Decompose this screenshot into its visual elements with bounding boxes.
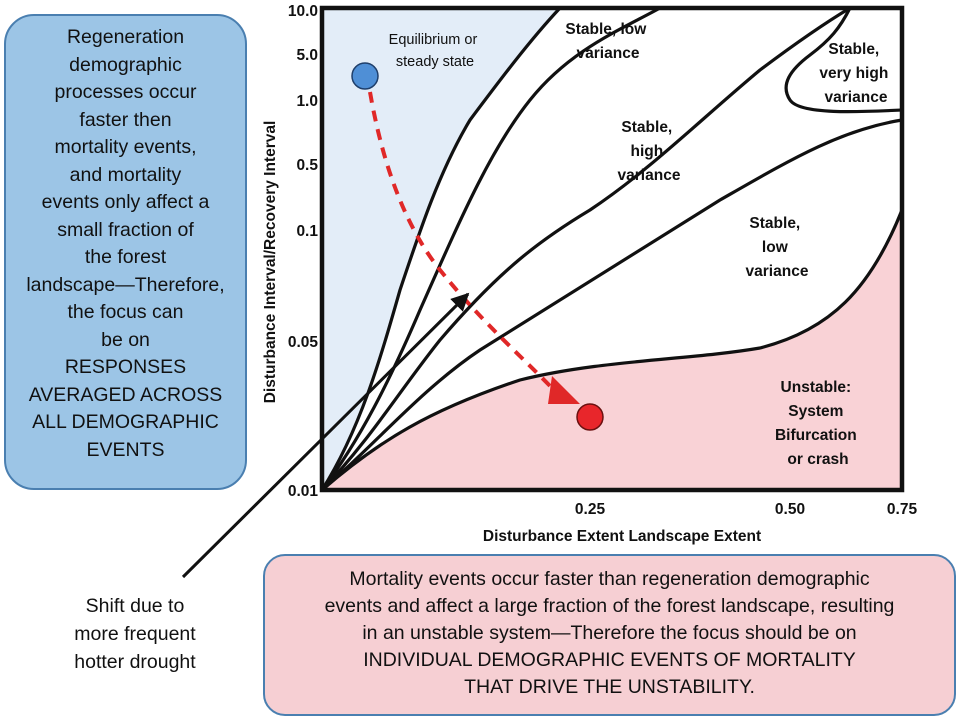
left-box-line: EVENTS [86, 438, 165, 461]
left-box-line: Regeneration [66, 26, 185, 48]
left-box-line: faster then [79, 108, 172, 131]
x-tick-labels: 0.25 0.50 0.75 [575, 501, 918, 518]
bottom-box-line: events and affect a large fraction of th… [324, 595, 895, 617]
label-equilibrium: Equilibrium or steady state [389, 32, 482, 70]
left-box-line: and mortality [69, 163, 182, 186]
left-box-line: events only affect a [41, 191, 210, 213]
left-box-line: processes occur [54, 81, 197, 103]
y-axis-title: Disturbance Interval/Recovery Interval [262, 121, 279, 404]
unstable-point [576, 403, 604, 431]
left-box-line: the focus can [67, 301, 184, 323]
region-labels: Equilibrium or steady state Stable, low … [389, 21, 892, 468]
boundary-stable-low-mid [320, 118, 904, 492]
shift-note-line: hotter drought [74, 651, 196, 673]
label-stable-very-high: Stable, very high variance [819, 41, 892, 106]
left-box-line: mortality events, [54, 136, 197, 158]
bottom-explanation-box: Mortality events occur faster than regen… [263, 554, 956, 716]
plot-frame [319, 5, 905, 493]
left-box-line: ALL DEMOGRAPHIC [32, 411, 219, 433]
label-stable-low-mid: Stable, low variance [746, 215, 809, 280]
label-stable-low-top: Stable, low variance [565, 21, 650, 62]
shift-note-line: Shift due to [85, 595, 185, 617]
left-explanation-box: Regeneration demographic processes occur fa… [4, 14, 247, 490]
y-tick-labels: 10.0 5.0 1.0 0.5 0.1 0.05 0.01 [288, 3, 319, 500]
y-tick-label: 1.0 [296, 93, 318, 110]
left-box-line: small fraction of [57, 218, 194, 241]
bottom-box-line: INDIVIDUAL DEMOGRAPHIC EVENTS OF MORTALI… [363, 649, 856, 671]
unstable-region [322, 210, 902, 490]
equilibrium-point [351, 62, 379, 90]
y-tick-label: 0.01 [288, 483, 319, 500]
boundary-curves [320, 6, 904, 492]
y-tick-label: 10.0 [288, 3, 318, 20]
trajectory-arrowhead [548, 376, 580, 404]
bottom-box-line: Mortality events occur faster than regen… [349, 568, 870, 590]
boundary-very-high-loop [784, 6, 904, 114]
bottom-box-line: THAT DRIVE THE UNSTABILITY. [464, 676, 755, 698]
left-box-line: demographic [69, 53, 182, 76]
y-tick-label: 0.1 [296, 223, 318, 240]
x-tick-label: 0.75 [887, 501, 918, 518]
left-box-line: RESPONSES [64, 356, 187, 378]
label-stable-high: Stable, high variance [618, 119, 681, 184]
boundary-stable-low-top [320, 6, 662, 492]
y-tick-label: 5.0 [296, 47, 318, 64]
x-axis-title: Disturbance Extent Landscape Extent [483, 528, 761, 545]
boundary-equilibrium [320, 6, 562, 492]
x-tick-label: 0.25 [575, 501, 606, 518]
left-box-line: the forest [84, 246, 167, 268]
trajectory-arrow [368, 91, 554, 390]
shift-note: Shift due to more frequent hotter drought [40, 592, 230, 676]
y-tick-label: 0.5 [296, 157, 318, 174]
y-tick-label: 0.05 [288, 334, 319, 351]
left-box-line: AVERAGED ACROSS [28, 383, 223, 406]
left-box-line: landscape—Therefore, [26, 273, 225, 296]
boundary-unstable [320, 208, 904, 492]
shift-note-line: more frequent [74, 623, 196, 645]
equilibrium-region [322, 8, 560, 490]
x-tick-label: 0.50 [775, 501, 805, 518]
shift-arrow [181, 292, 470, 579]
bottom-box-line: in an unstable system—Therefore the focu… [362, 622, 857, 644]
label-unstable: Unstable: System Bifurcation or crash [775, 379, 861, 468]
left-box-line: be on [101, 328, 150, 351]
boundary-stable-high [320, 6, 852, 492]
